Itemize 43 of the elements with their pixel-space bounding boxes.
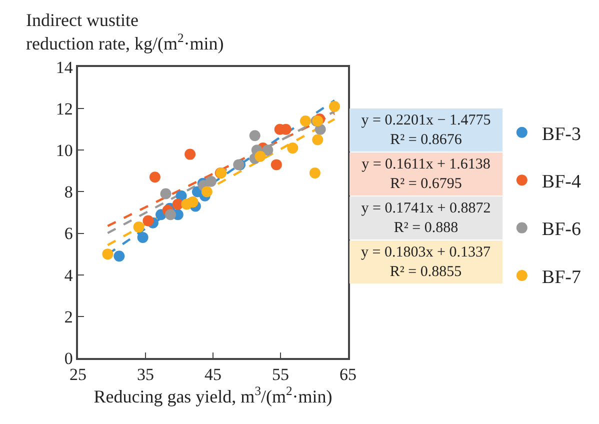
point xyxy=(102,248,114,260)
point xyxy=(133,222,144,233)
point xyxy=(262,144,274,156)
point xyxy=(329,100,340,112)
text: y = 0.1803x + 0.1337 R² = 0.8855 xyxy=(361,244,491,280)
point xyxy=(312,134,324,146)
point xyxy=(254,150,266,162)
point xyxy=(142,215,154,226)
point xyxy=(270,159,282,170)
y-tick-label: 4 xyxy=(64,266,74,285)
legend-label: BF-3 xyxy=(542,124,581,145)
point xyxy=(249,130,260,142)
point xyxy=(137,232,148,243)
y-tick-label: 2 xyxy=(64,307,73,326)
point xyxy=(149,172,160,183)
point xyxy=(114,250,125,262)
point xyxy=(287,142,298,154)
legend-label: BF-4 xyxy=(542,172,582,193)
point xyxy=(309,168,320,179)
x-tick-label: 65 xyxy=(340,365,356,384)
y-tick-label: 6 xyxy=(64,224,73,244)
point xyxy=(300,116,311,127)
x-axis-title: Reducing gas yield, m$^{3}$/(m$^{2}$·min) xyxy=(94,384,332,407)
x-tick-label: 45 xyxy=(204,365,222,384)
text: y = 0.1611x + 1.6138 R² = 0.6795 xyxy=(362,156,490,192)
text: y = 0.1741x + 0.8872 R² = 0.888 xyxy=(361,200,491,236)
y-tick-label: 10 xyxy=(56,141,73,160)
y-tick-label: 8 xyxy=(64,182,73,202)
y-tick-label: 12 xyxy=(56,100,73,119)
point xyxy=(184,148,196,160)
x-tick-label: 25 xyxy=(70,365,86,384)
legend-label: BF-6 xyxy=(542,219,581,240)
point xyxy=(205,176,216,187)
legend-label: BF-7 xyxy=(542,266,581,288)
y-axis-title: Indirect wustite reduction rate, kg/(m$^{2}$·min) xyxy=(26,10,224,54)
y-tick-label: 0 xyxy=(64,348,73,368)
text: y = 0.2201x − 1.4775 R² = 0.8676 xyxy=(361,112,491,148)
point xyxy=(164,209,176,220)
x-tick-label: 55 xyxy=(272,365,289,384)
x-tick-label: 35 xyxy=(137,365,154,384)
point xyxy=(201,186,212,198)
point xyxy=(160,188,172,200)
y-tick-label: 14 xyxy=(56,58,74,77)
